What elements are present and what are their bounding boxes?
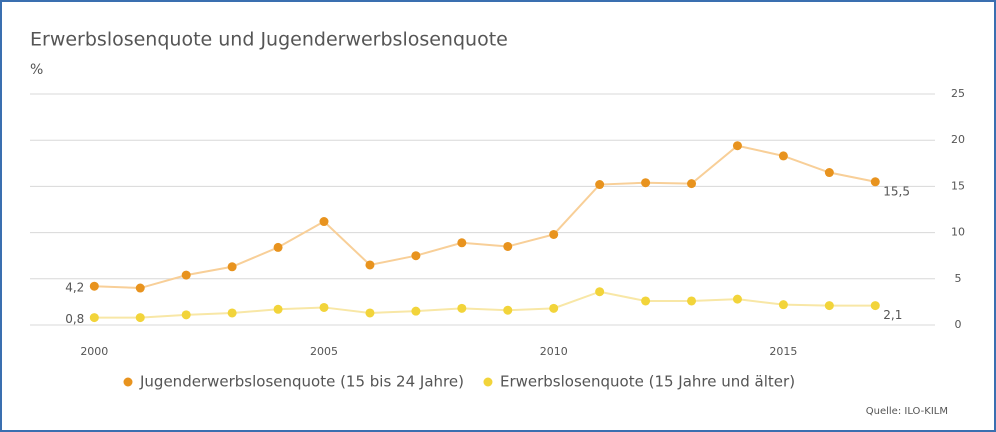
point <box>227 308 237 318</box>
point <box>457 303 467 313</box>
point <box>595 180 605 190</box>
legend-marker <box>123 377 133 387</box>
x-tick-label: 2000 <box>80 345 108 358</box>
point <box>732 294 742 304</box>
point <box>89 281 99 291</box>
y-tick-label: 10 <box>951 226 965 239</box>
point <box>365 308 375 318</box>
point <box>89 313 99 323</box>
series-line <box>94 290 876 319</box>
point <box>549 303 559 313</box>
data-label: 4,2 <box>65 281 84 295</box>
point <box>687 179 697 189</box>
x-tick-label: 2005 <box>310 345 338 358</box>
y-tick-label: 5 <box>955 272 962 285</box>
chart-title: Erwerbslosenquote und Jugenderwerbslosen… <box>30 29 508 51</box>
point <box>181 270 191 280</box>
point <box>595 287 605 297</box>
data-label: 0,8 <box>65 312 84 326</box>
point <box>135 313 145 323</box>
point <box>687 296 697 306</box>
y-axis-label: % <box>30 62 43 78</box>
point <box>870 177 880 187</box>
series-line <box>94 144 876 290</box>
point <box>732 141 742 151</box>
data-label: 15,5 <box>883 184 910 198</box>
point <box>778 151 788 161</box>
point <box>135 283 145 293</box>
point <box>227 262 237 272</box>
data-label: 2,1 <box>883 308 902 322</box>
y-tick-label: 25 <box>951 87 965 100</box>
point <box>641 296 651 306</box>
x-tick-label: 2010 <box>540 345 568 358</box>
point <box>457 238 467 248</box>
point <box>319 302 329 312</box>
y-tick-label: 15 <box>951 179 965 192</box>
point <box>365 260 375 270</box>
point <box>503 241 513 251</box>
point <box>778 300 788 310</box>
legend-marker <box>483 377 493 387</box>
y-tick-label: 0 <box>955 318 962 331</box>
x-tick-label: 2015 <box>769 345 797 358</box>
point <box>273 242 283 252</box>
point <box>824 168 834 178</box>
point <box>549 229 559 239</box>
point <box>824 301 834 311</box>
y-tick-label: 20 <box>951 133 965 146</box>
point <box>641 178 651 188</box>
point <box>503 305 513 315</box>
source: Quelle: ILO-KILM <box>866 406 948 417</box>
point <box>870 301 880 311</box>
point <box>411 251 421 261</box>
point <box>181 310 191 320</box>
legend-label: Jugenderwerbslosenquote (15 bis 24 Jahre… <box>139 373 464 391</box>
point <box>319 217 329 227</box>
legend-label: Erwerbslosenquote (15 Jahre und älter) <box>500 373 795 391</box>
point <box>411 306 421 316</box>
point <box>273 304 283 314</box>
